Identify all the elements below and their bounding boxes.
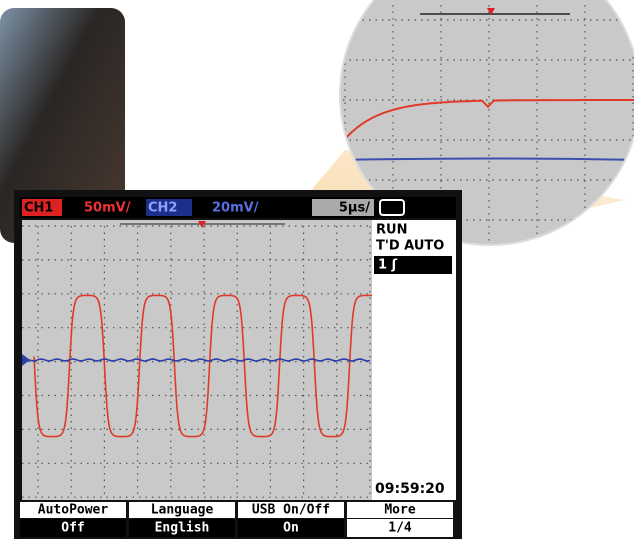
ch2-scale: 20mV/ bbox=[212, 201, 259, 216]
softkey-bottom bbox=[238, 519, 344, 537]
softkey-top bbox=[347, 502, 453, 518]
ch1-badge bbox=[22, 199, 62, 216]
softkey-label: USB On/Off bbox=[252, 503, 330, 518]
ch2-trace bbox=[22, 358, 371, 362]
trigger-marker bbox=[198, 221, 206, 228]
softkey-value: English bbox=[155, 521, 210, 536]
softkey-bottom bbox=[129, 519, 235, 537]
ch2-badge bbox=[146, 199, 192, 216]
trigger-mode: T'D AUTO bbox=[376, 239, 444, 254]
softkey-value: Off bbox=[61, 521, 84, 536]
trigger-box bbox=[374, 256, 452, 274]
ch1-trace bbox=[33, 294, 372, 438]
softkey-value: On bbox=[283, 521, 299, 536]
softkey-top bbox=[129, 502, 235, 518]
ch2: CH2 bbox=[148, 201, 177, 216]
softkey-top bbox=[238, 502, 344, 518]
ch1: CH1 bbox=[24, 201, 53, 216]
clock: 09:59:20 bbox=[375, 481, 445, 497]
ch2-marker bbox=[22, 354, 30, 366]
softkey-bottom bbox=[20, 519, 126, 537]
magnifier-rim bbox=[339, 0, 634, 246]
softkey-bottom bbox=[347, 519, 453, 537]
photo bbox=[0, 8, 125, 243]
softkey-label: Language bbox=[151, 503, 214, 518]
battery bbox=[379, 199, 405, 216]
softkey-label: More bbox=[384, 503, 415, 518]
timebase-box bbox=[312, 199, 374, 216]
run-mode: RUN bbox=[376, 223, 407, 238]
trigger-source: 1 ʃ bbox=[378, 258, 398, 273]
softkey-top bbox=[20, 502, 126, 518]
softkey-value: 1/4 bbox=[388, 521, 412, 536]
softkey-label: AutoPower bbox=[38, 503, 109, 518]
timebase: 5μs/ bbox=[339, 201, 370, 216]
ch1-scale: 50mV/ bbox=[84, 201, 131, 216]
